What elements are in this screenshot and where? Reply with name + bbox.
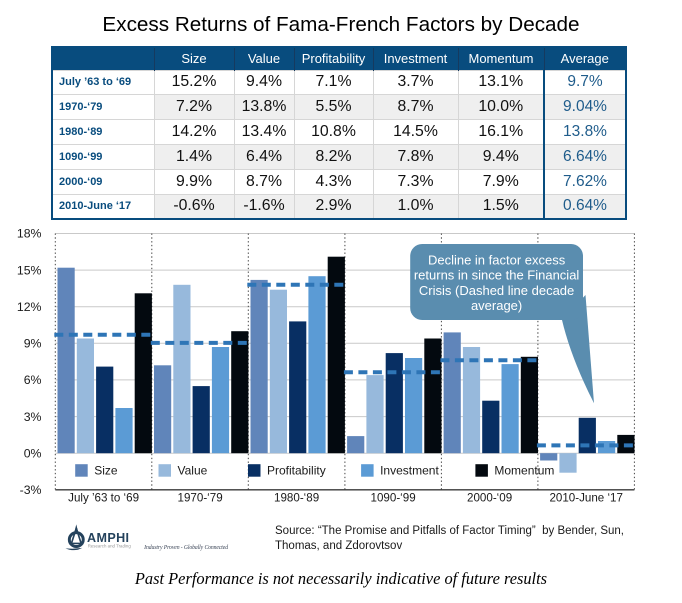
svg-text:Decline in factor excess: Decline in factor excess — [428, 253, 566, 268]
svg-text:3%: 3% — [24, 410, 42, 424]
svg-text:2010-June ‘17: 2010-June ‘17 — [549, 492, 623, 505]
svg-text:2000-‘09: 2000-‘09 — [467, 492, 512, 505]
svg-text:average): average) — [471, 298, 522, 313]
svg-text:6%: 6% — [24, 373, 42, 387]
svg-text:July ’63 to ‘69: July ’63 to ‘69 — [68, 492, 139, 505]
svg-text:1970-‘79: 1970-‘79 — [178, 492, 223, 505]
svg-text:Value: Value — [178, 464, 208, 478]
svg-text:returns in since the Financial: returns in since the Financial — [414, 268, 580, 283]
svg-text:0%: 0% — [24, 446, 42, 460]
svg-text:Industry Proven - Globally Con: Industry Proven - Globally Connected — [143, 545, 228, 551]
svg-text:1090-‘99: 1090-‘99 — [371, 492, 416, 505]
svg-text:12%: 12% — [17, 300, 42, 314]
svg-text:15%: 15% — [17, 263, 42, 277]
svg-text:1980-‘89: 1980-‘89 — [274, 492, 319, 505]
svg-text:9%: 9% — [24, 337, 42, 351]
svg-text:Crisis (Dashed line decade: Crisis (Dashed line decade — [419, 283, 574, 298]
svg-text:Profitability: Profitability — [267, 464, 326, 478]
svg-text:-3%: -3% — [20, 483, 42, 497]
svg-text:18%: 18% — [17, 227, 42, 241]
svg-text:Research and Trading: Research and Trading — [88, 543, 132, 548]
svg-text:Momentum: Momentum — [494, 464, 554, 478]
svg-text:Size: Size — [94, 464, 118, 478]
svg-text:Investment: Investment — [380, 464, 439, 478]
svg-text:AMPHI: AMPHI — [87, 531, 129, 545]
